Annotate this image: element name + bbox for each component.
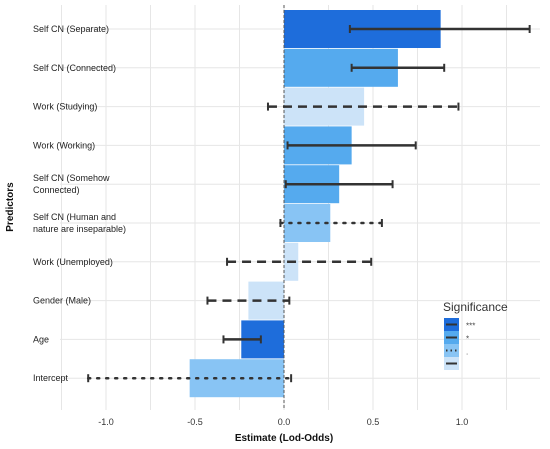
category-label-line: Self CN (Human and xyxy=(33,212,116,222)
category-label: Self CN (Somehow Connected) xyxy=(33,173,110,195)
category-label-line: Gender (Male) xyxy=(33,296,91,306)
legend-title: Significance xyxy=(443,300,508,314)
category-label-line: Intercept xyxy=(33,373,69,383)
x-tick-label: 1.0 xyxy=(456,417,469,427)
category-label-line: Connected) xyxy=(33,185,80,195)
category-label-line: Work (Studying) xyxy=(33,102,97,112)
legend-label: * xyxy=(466,335,469,344)
category-label: Intercept xyxy=(33,373,69,383)
category-label: Self CN (Connected) xyxy=(33,63,116,73)
x-tick-label: -0.5 xyxy=(187,417,203,427)
legend: Significance ****. xyxy=(443,300,508,370)
category-labels: Self CN (Separate) Self CN (Connected) Wor… xyxy=(33,24,126,383)
category-label: Age xyxy=(33,334,49,344)
category-label-line: Self CN (Separate) xyxy=(33,24,109,34)
category-label-line: Age xyxy=(33,334,49,344)
bar xyxy=(284,87,365,126)
category-label-line: Work (Working) xyxy=(33,140,95,150)
x-tick-label: 0.5 xyxy=(367,417,380,427)
category-label-line: Self CN (Connected) xyxy=(33,63,116,73)
category-label-line: Self CN (Somehow xyxy=(33,173,110,183)
category-label-line: nature are inseparable) xyxy=(33,224,126,234)
category-label: Gender (Male) xyxy=(33,296,91,306)
y-axis-title: Predictors xyxy=(5,182,16,232)
x-tick-label: 0.0 xyxy=(278,417,291,427)
x-tick-labels: -1.0 -0.5 0.0 0.5 1.0 xyxy=(98,417,468,427)
category-label: Work (Studying) xyxy=(33,102,97,112)
category-label: Work (Working) xyxy=(33,140,95,150)
category-label-line: Work (Unemployed) xyxy=(33,257,113,267)
category-label: Work (Unemployed) xyxy=(33,257,113,267)
x-axis-title: Estimate (Lod-Odds) xyxy=(235,433,333,444)
legend-label: . xyxy=(466,348,468,357)
category-label: Self CN (Separate) xyxy=(33,24,109,34)
x-tick-label: -1.0 xyxy=(98,417,114,427)
category-label: Self CN (Human and nature are inseparable… xyxy=(33,212,126,234)
error-bars xyxy=(86,25,531,383)
legend-label: *** xyxy=(466,322,475,331)
